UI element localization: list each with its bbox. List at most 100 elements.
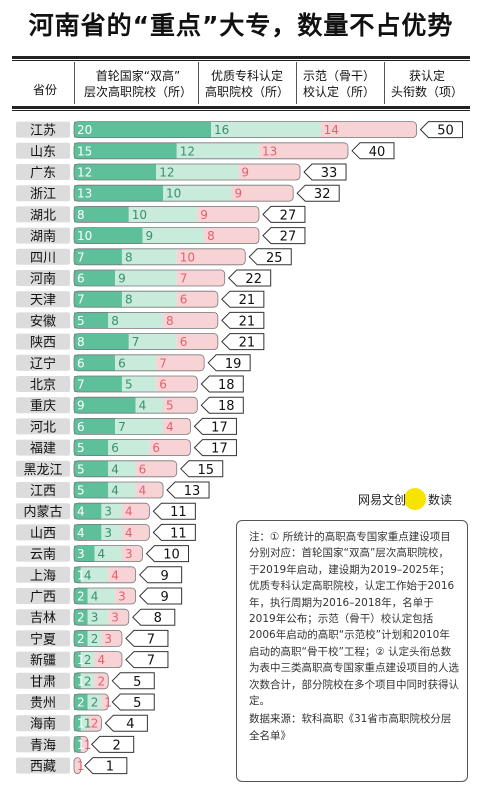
total-value-label: 7 [147,632,155,647]
bar-value-label: 15 [77,144,92,158]
bar-value-label: 12 [180,144,195,158]
bar-outline [73,163,301,181]
bar-outline [73,333,219,351]
total-tag [200,375,244,393]
total-tag [152,523,196,541]
total-tag [351,142,395,160]
province-label-bg [16,312,70,329]
province-label-bg [16,609,70,626]
province-label-bg [16,227,70,244]
bar-segment [128,333,177,350]
header-bottom-rule-thin [12,110,470,111]
bar-value-label: 6 [159,378,167,392]
total-tag [221,333,265,351]
province-label: 湖北 [30,208,56,223]
bar-segment [74,312,109,329]
bar-value-label: 1 [77,759,85,773]
province-label: 浙江 [30,187,56,202]
province-label: 江苏 [30,123,56,139]
total-tag [125,651,169,669]
bar-outline [73,736,89,753]
province-label: 湖南 [30,229,56,245]
bar-segment [101,503,122,520]
bar-outline [73,460,178,478]
total-tag [296,184,340,202]
bar-segment [176,291,218,308]
bar-outline [73,290,219,308]
bar-segment [135,397,164,414]
bar-segment [197,206,259,223]
bar-segment-edge [108,609,114,626]
total-value-label: 18 [218,399,235,414]
province-label: 重庆 [30,398,56,414]
bar-segment [320,121,417,138]
bar-value-label: 2 [77,590,85,604]
total-tag [104,714,148,732]
bar-value-label: 6 [77,420,85,434]
province-label-bg [16,694,70,710]
total-tag [111,693,155,711]
total-tag [180,460,224,478]
total-value-label: 50 [437,124,454,139]
bar-value-label: 3 [104,526,112,540]
bar-segment [74,248,122,265]
province-label: 北京 [30,378,56,393]
total-value-label: 10 [163,548,180,563]
bar-segment-edge [163,312,169,329]
total-value-label: 17 [211,420,228,435]
bar-segment [74,482,109,498]
bar-segment [87,630,102,647]
bar-outline [73,587,137,605]
bar-segment [80,672,95,689]
bar-value-label: 8 [125,293,133,307]
bar-segment [121,376,157,392]
bar-segment-edge [87,715,93,732]
header-top-rule [12,56,470,59]
bar-outline [73,311,219,329]
bar-value-label: 16 [214,123,229,137]
bar-value-label: 3 [77,547,85,561]
header-divider [198,62,199,104]
province-label-bg [16,545,70,562]
province-label: 河南 [30,271,56,287]
total-value-label: 15 [197,463,214,478]
bar-segment [74,439,109,456]
bar-value-label: 6 [77,272,85,286]
bar-value-label: 9 [118,272,126,286]
province-label: 宁夏 [30,631,56,647]
bar-value-label: 4 [125,505,133,519]
bar-value-label: 1 [84,738,92,752]
bar-outline [73,439,191,457]
total-tag [152,502,196,520]
province-label-bg [16,270,70,286]
bar-outline [73,227,260,245]
province-label: 广东 [30,166,56,181]
bar-segment [176,142,259,159]
bar-segment [115,418,164,435]
bar-segment [94,545,122,562]
bar-value-label: 4 [125,526,133,540]
bar-segment [74,545,95,562]
bar-segment [74,694,88,710]
bar-value-label: 2 [98,674,106,688]
total-tag [111,672,155,690]
total-tag [193,439,237,457]
total-tag [221,290,265,308]
bar-segment-edge [320,121,326,138]
total-value-label: 40 [369,145,386,160]
bar-segment [74,736,81,753]
total-value-label: 33 [321,166,338,181]
bar-value-label: 4 [111,462,119,476]
province-label-bg [16,206,70,223]
province-label-bg [16,460,70,477]
bar-segment [80,566,109,583]
bar-segment [74,354,116,371]
bar-value-label: 9 [235,187,243,201]
bar-segment-edge [121,503,127,520]
province-label-bg [16,630,70,647]
bar-value-label: 7 [77,293,85,307]
bar-segment-edge [101,694,107,710]
bar-value-label: 5 [125,378,133,392]
bar-segment [74,588,88,604]
bar-segment [87,694,102,710]
